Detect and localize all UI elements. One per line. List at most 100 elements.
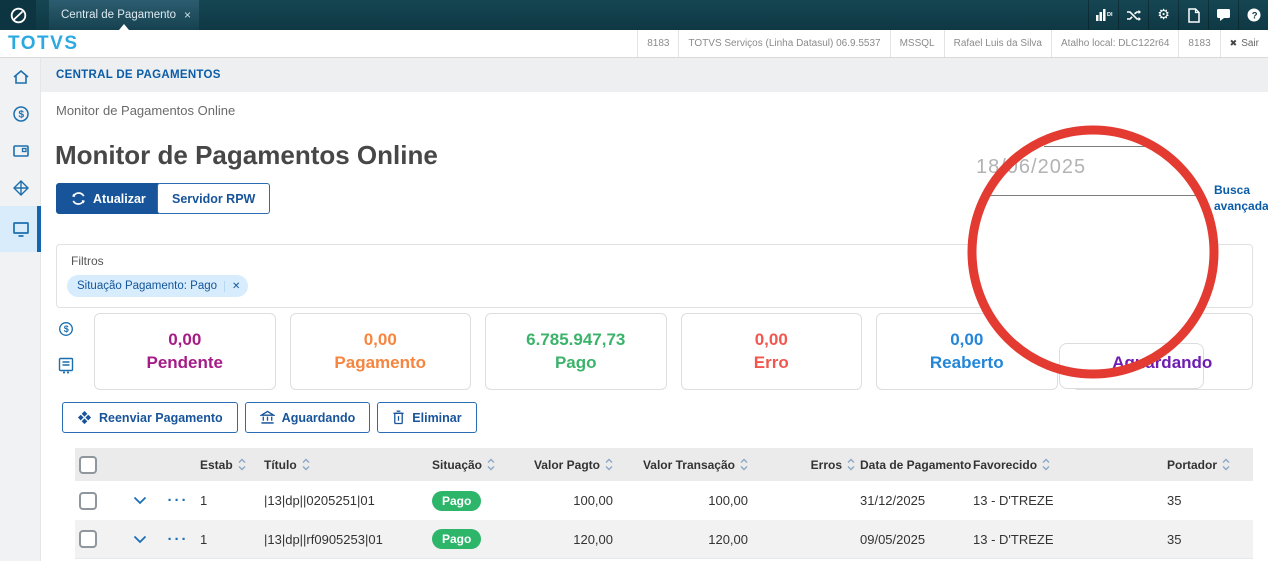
sort-icon[interactable] (605, 458, 613, 471)
row-actions-menu[interactable]: ··· (167, 530, 189, 548)
row-actions-menu[interactable]: ··· (167, 492, 189, 509)
breadcrumb[interactable]: Monitor de Pagamentos Online (56, 103, 236, 118)
session-info-cell: 8183 (637, 30, 678, 57)
cell-situacao: Pago (420, 529, 518, 549)
monitor-icon (12, 222, 29, 237)
summary-card-pagamento[interactable]: 0,00 Pagamento (289, 313, 471, 390)
svg-text:$: $ (64, 324, 69, 334)
column-header-label: Valor Pagto (533, 457, 600, 472)
chat-icon[interactable] (1208, 0, 1238, 30)
row-expand-cell[interactable] (120, 496, 160, 505)
column-header-valor_pagto[interactable]: Valor Pagto (518, 458, 613, 472)
gear-icon[interactable]: ⚙ (1148, 0, 1178, 30)
select-all-checkbox[interactable] (79, 455, 97, 474)
tab-central-de-pagamento[interactable]: Central de Pagamento × (49, 0, 199, 30)
row-checkbox[interactable] (79, 530, 97, 548)
sort-icon[interactable] (487, 458, 495, 471)
column-header-erros[interactable]: Erros (748, 458, 855, 472)
totals-currency-icon[interactable]: $ (57, 320, 75, 343)
column-header-data_pagamento[interactable]: Data de Pagamento (855, 458, 971, 472)
table-header-row: Estab Título Situação Valor Pagto Valor Tran… (75, 448, 1253, 481)
hold-payment-button[interactable]: Aguardando (244, 402, 371, 433)
resend-payment-button[interactable]: Reenviar Pagamento (62, 402, 238, 433)
session-info-cell: Atalho local: DLC122r64 (1051, 30, 1178, 57)
sort-icon[interactable] (302, 458, 310, 471)
column-header-situacao[interactable]: Situação (420, 458, 518, 472)
delete-button[interactable]: Eliminar (377, 402, 477, 433)
diamond-send-icon (77, 410, 92, 425)
modules-diamond-icon (12, 179, 29, 196)
summary-card-pendente[interactable]: 0,00 Pendente (94, 313, 276, 390)
sort-icon[interactable] (238, 458, 246, 471)
session-info-cell: MSSQL (889, 30, 944, 57)
shuffle-icon[interactable] (1118, 0, 1148, 30)
row-checkbox[interactable] (79, 491, 97, 510)
column-header-titulo[interactable]: Título (250, 458, 420, 472)
summary-card-reaberto[interactable]: 0,00 Reaberto (876, 313, 1058, 390)
cell-titulo: |13|dp||0205251|01 (264, 493, 375, 508)
analytics-icon[interactable]: DI (1088, 0, 1118, 30)
row-expand-cell[interactable] (120, 535, 160, 544)
file-icon[interactable] (1178, 0, 1208, 30)
column-header-portador[interactable]: Portador (1153, 458, 1253, 472)
cell-favorecido: 13 - D'TREZE (973, 493, 1054, 508)
table-row[interactable]: ··· 1 |13|dp||rf0905253|01 Pago 120,00 120,00… (75, 520, 1253, 559)
module-title[interactable]: CENTRAL DE PAGAMENTOS (56, 69, 221, 81)
status-badge: Pago (432, 529, 482, 549)
sort-icon[interactable] (847, 458, 855, 471)
session-info-cell: 8183 (1178, 30, 1219, 57)
tab-active-pointer (119, 24, 129, 30)
sidebar-item-home[interactable] (0, 58, 41, 95)
sort-icon[interactable] (740, 458, 748, 471)
help-icon[interactable]: ? (1238, 0, 1268, 30)
sidebar-item-financeiro[interactable]: $ (0, 95, 41, 132)
sort-icon[interactable] (1222, 458, 1230, 471)
chip-remove-icon[interactable]: ✕ (224, 280, 240, 292)
date-field-underline-bottom[interactable] (988, 195, 1197, 196)
column-header-label: Valor Transação (642, 457, 735, 472)
table-row[interactable]: ··· 1 |13|dp||0205251|01 Pago 100,00 100,00 31… (75, 481, 1253, 520)
card-label: Erro (753, 353, 789, 372)
summary-card-erro[interactable]: 0,00 Erro (680, 313, 862, 390)
bulk-actions-row: Reenviar Pagamento Aguardando Eliminar (62, 402, 477, 433)
date-input-value[interactable]: 18/06/2025 (976, 156, 1087, 178)
app-header: TOTVS 8183 TOTVS Serviços (Linha Datasul)… (0, 30, 1268, 58)
logout-button[interactable]: ✖ Sair (1219, 30, 1268, 57)
summary-cards-row: 0,00 Pendente 0,00 Pagamento 6.785.947,73 Pag… (94, 313, 1253, 390)
filters-panel: Filtros Situação Pagamento: Pago ✕ (56, 244, 1253, 308)
cell-estab: 1 (200, 531, 208, 547)
tab-close-icon[interactable]: × (183, 8, 191, 22)
bank-icon (259, 410, 275, 424)
rpw-server-button[interactable]: Servidor RPW (157, 183, 271, 214)
sidebar-item-monitor[interactable] (0, 206, 41, 252)
logout-x-icon: ✖ (1229, 38, 1238, 48)
card-label: Pago (554, 353, 597, 372)
card-label: Aguardando (1112, 353, 1213, 372)
filter-chip-situacao-pago[interactable]: Situação Pagamento: Pago ✕ (67, 275, 249, 297)
sort-icon[interactable] (1042, 458, 1050, 471)
expand-chevron-icon[interactable] (133, 535, 147, 544)
totals-receipt-icon[interactable] (58, 357, 74, 379)
date-field-underline-top[interactable] (1044, 146, 1147, 147)
sidebar-item-modulos[interactable] (0, 169, 41, 206)
refresh-button[interactable]: Atualizar (56, 183, 161, 214)
expand-chevron-icon[interactable] (133, 496, 147, 505)
summary-card-pago[interactable]: 6.785.947,73 Pago (485, 313, 667, 390)
totvs-app-icon[interactable] (0, 0, 36, 30)
wallet-icon (12, 144, 29, 157)
topbar-icon-group: DI ⚙ (1088, 0, 1268, 30)
payments-table: Estab Título Situação Valor Pagto Valor Tran… (75, 448, 1253, 559)
card-value: 0,00 (950, 330, 984, 349)
advanced-search-link[interactable]: Busca avançada (1214, 183, 1268, 213)
page-title: Monitor de Pagamentos Online (55, 140, 438, 170)
tab-title: Central de Pagamento (61, 9, 177, 21)
cell-data_pagamento: 09/05/2025 (860, 531, 926, 547)
column-header-favorecido[interactable]: Favorecido (970, 458, 1153, 472)
sidebar-item-carteira[interactable] (0, 132, 41, 169)
column-header-label: Título (264, 457, 297, 472)
cell-titulo: |13|dp||rf0905253|01 (264, 531, 383, 547)
column-header-valor_transacao[interactable]: Valor Transação (613, 458, 748, 472)
card-label: Pagamento (334, 353, 427, 372)
column-header-estab[interactable]: Estab (196, 458, 250, 472)
module-breadcrumb-bar: CENTRAL DE PAGAMENTOS (41, 58, 1268, 92)
